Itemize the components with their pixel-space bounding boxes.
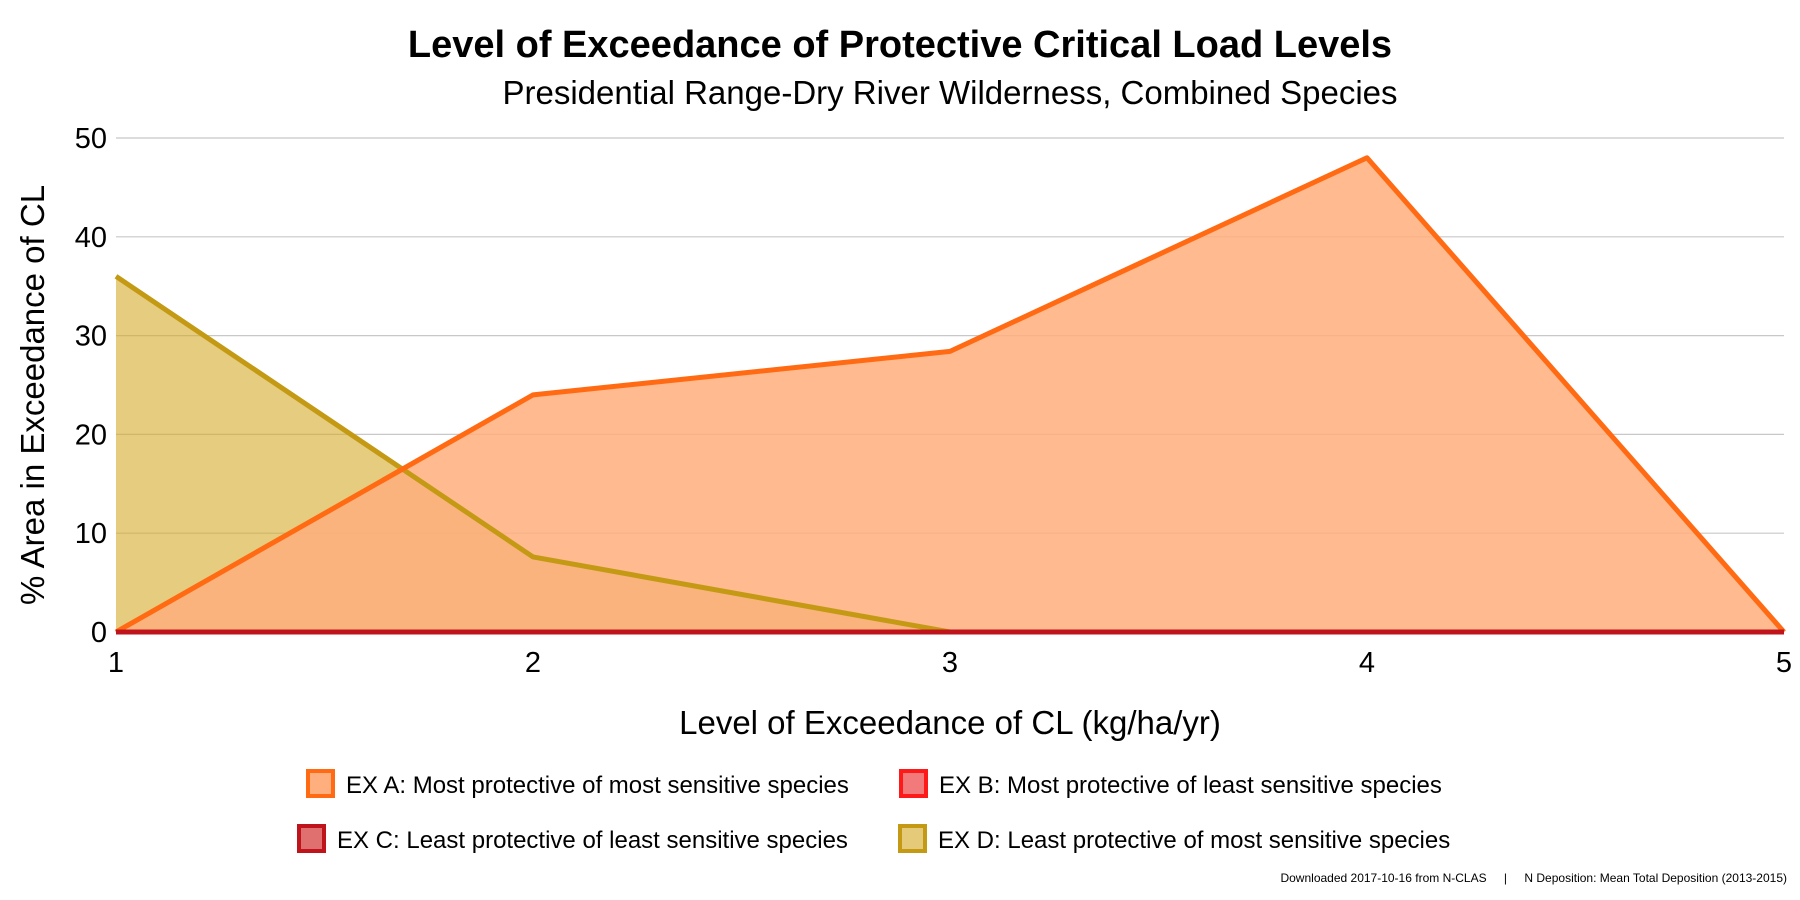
y-tick-label-5: 50 bbox=[75, 123, 107, 155]
x-tick-label-0: 1 bbox=[108, 647, 124, 679]
x-tick-label-1: 2 bbox=[525, 647, 541, 679]
legend-swatch-3 bbox=[898, 824, 927, 853]
x-tick-label-4: 5 bbox=[1776, 647, 1792, 679]
x-axis-label: Level of Exceedance of CL (kg/ha/yr) bbox=[679, 704, 1221, 741]
legend: EX A: Most protective of most sensitive … bbox=[297, 769, 1450, 854]
axis-ticks: 0 10 20 30 40 50 1 2 3 4 5 bbox=[75, 123, 1792, 679]
y-tick-label-3: 30 bbox=[75, 321, 107, 353]
footer-deposition: N Deposition: Mean Total Deposition (201… bbox=[1524, 871, 1787, 885]
legend-item-1: EX B: Most protective of least sensitive… bbox=[899, 769, 1442, 799]
series-area-0 bbox=[116, 157, 1784, 632]
legend-label-2: EX C: Least protective of least sensitiv… bbox=[337, 827, 848, 854]
y-tick-label-2: 20 bbox=[75, 419, 107, 451]
footer-note: Downloaded 2017-10-16 from N-CLAS | N De… bbox=[1280, 871, 1787, 885]
legend-item-3: EX D: Least protective of most sensitive… bbox=[898, 824, 1450, 854]
plot-area bbox=[114, 155, 1786, 635]
y-tick-label-1: 10 bbox=[75, 518, 107, 550]
legend-swatch-2 bbox=[297, 824, 326, 853]
legend-label-0: EX A: Most protective of most sensitive … bbox=[346, 772, 849, 799]
y-tick-label-0: 0 bbox=[91, 617, 107, 649]
x-tick-label-3: 4 bbox=[1359, 647, 1375, 679]
legend-item-2: EX C: Least protective of least sensitiv… bbox=[297, 824, 848, 854]
x-tick-label-2: 3 bbox=[942, 647, 958, 679]
legend-swatch-0 bbox=[306, 769, 335, 798]
footer-downloaded: Downloaded 2017-10-16 from N-CLAS bbox=[1280, 871, 1486, 885]
legend-swatch-1 bbox=[899, 769, 928, 798]
chart-title: Level of Exceedance of Protective Critic… bbox=[408, 24, 1392, 66]
legend-label-3: EX D: Least protective of most sensitive… bbox=[938, 827, 1450, 854]
legend-label-1: EX B: Most protective of least sensitive… bbox=[939, 772, 1442, 799]
y-tick-label-4: 40 bbox=[75, 222, 107, 254]
legend-item-0: EX A: Most protective of most sensitive … bbox=[306, 769, 849, 799]
chart-subtitle: Presidential Range-Dry River Wilderness,… bbox=[502, 74, 1397, 111]
footer-separator: | bbox=[1504, 871, 1507, 885]
y-axis-label: % Area in Exceedance of CL bbox=[14, 185, 51, 605]
